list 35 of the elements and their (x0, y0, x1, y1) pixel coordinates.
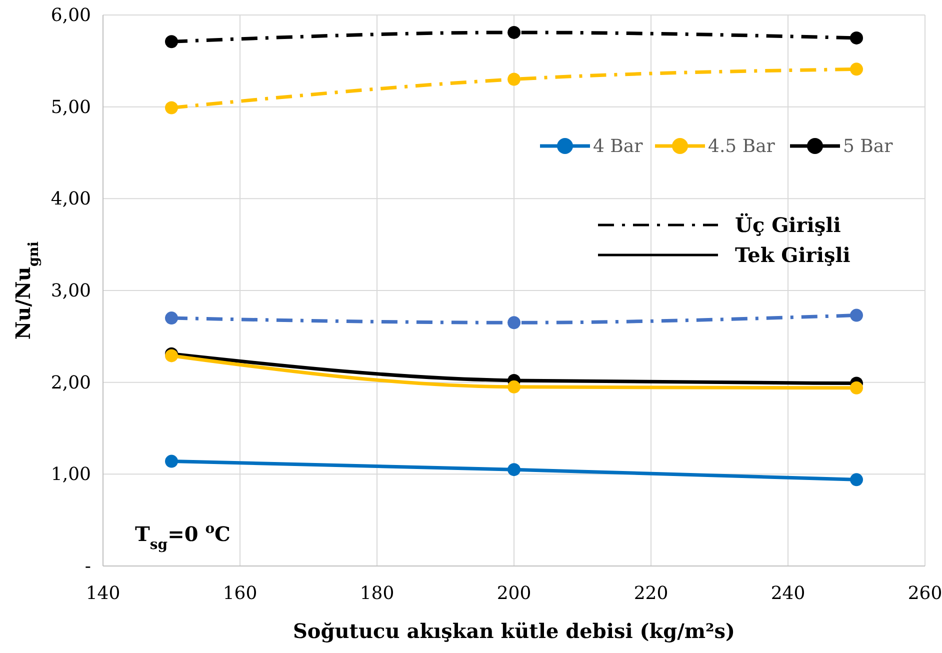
x-tick-label: 140 (86, 583, 120, 604)
point (850, 31, 863, 44)
annotation: Üç Girişli (735, 213, 842, 237)
point (850, 381, 863, 394)
point (508, 316, 520, 330)
point (165, 35, 178, 48)
y-tick-label: 3,00 (50, 280, 91, 302)
y-tick-label: 5,00 (50, 96, 91, 118)
point (508, 72, 520, 86)
point (508, 380, 520, 394)
point (165, 312, 178, 325)
point (850, 62, 863, 76)
annotation: T$_{sg}$=0 $^{o}$C (135, 521, 230, 553)
legend-label: 4 Bar (593, 136, 644, 157)
x-tick-label: 220 (634, 583, 668, 604)
point (850, 308, 863, 322)
x-tick-label: 260 (908, 583, 942, 604)
x-tick-label: 200 (496, 583, 532, 604)
x-tick-label: 160 (222, 583, 258, 604)
x-axis-title: Soğutucu akışkan kütle debisi (kg/m²s) (292, 619, 736, 643)
x-tick-label: 240 (770, 583, 806, 604)
x-tick-label: 180 (360, 583, 394, 604)
point (508, 26, 520, 39)
y-tick-label: 6,00 (50, 5, 91, 26)
point (850, 473, 863, 486)
legend-label: 5 Bar (843, 136, 894, 157)
legend-label: 4.5 Bar (708, 136, 776, 157)
point (165, 101, 178, 114)
y-tick-label: 4,00 (50, 188, 91, 210)
y-tick-label: - (84, 556, 91, 577)
point (508, 463, 520, 476)
y-tick-label: 2,00 (50, 372, 91, 394)
annotation: Tek Girişli (735, 243, 851, 267)
y-tick-label: 1,00 (50, 464, 91, 486)
point (165, 454, 178, 468)
